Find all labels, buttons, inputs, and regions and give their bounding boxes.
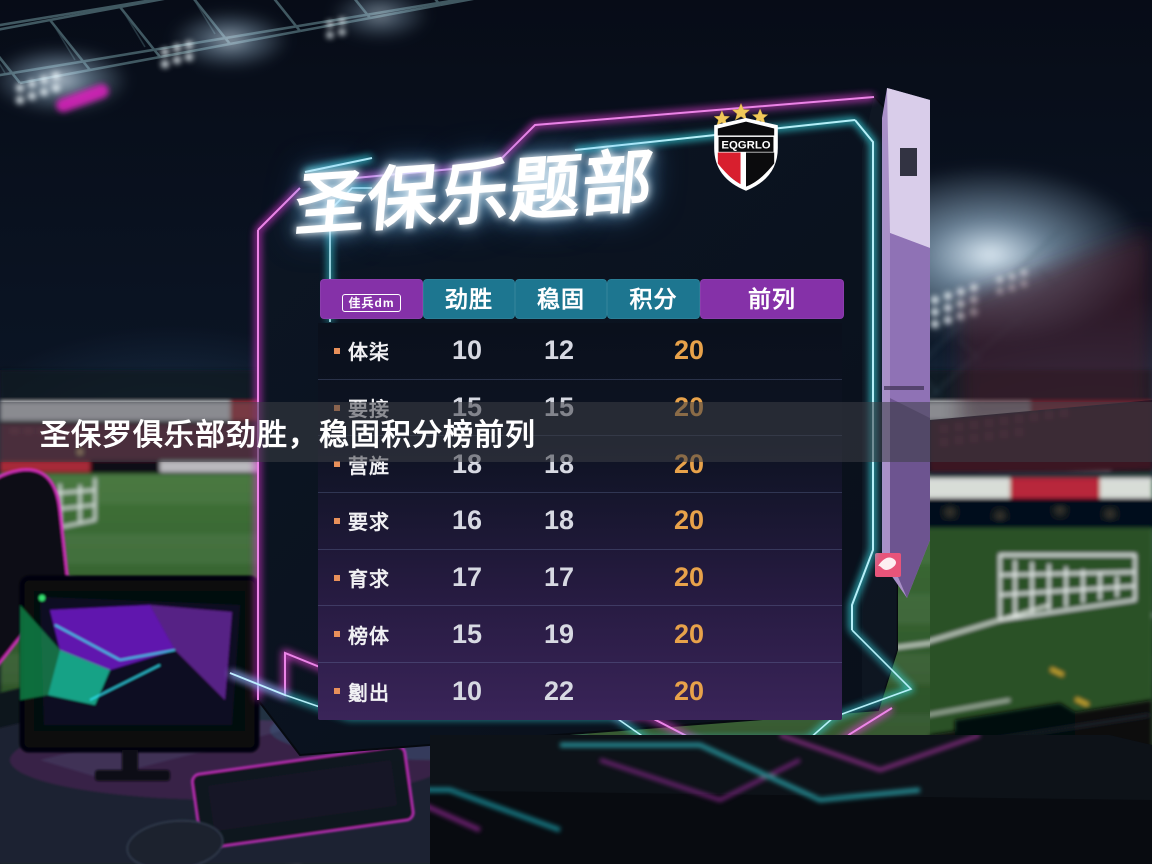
svg-text:EQGRLO: EQGRLO: [721, 139, 770, 151]
